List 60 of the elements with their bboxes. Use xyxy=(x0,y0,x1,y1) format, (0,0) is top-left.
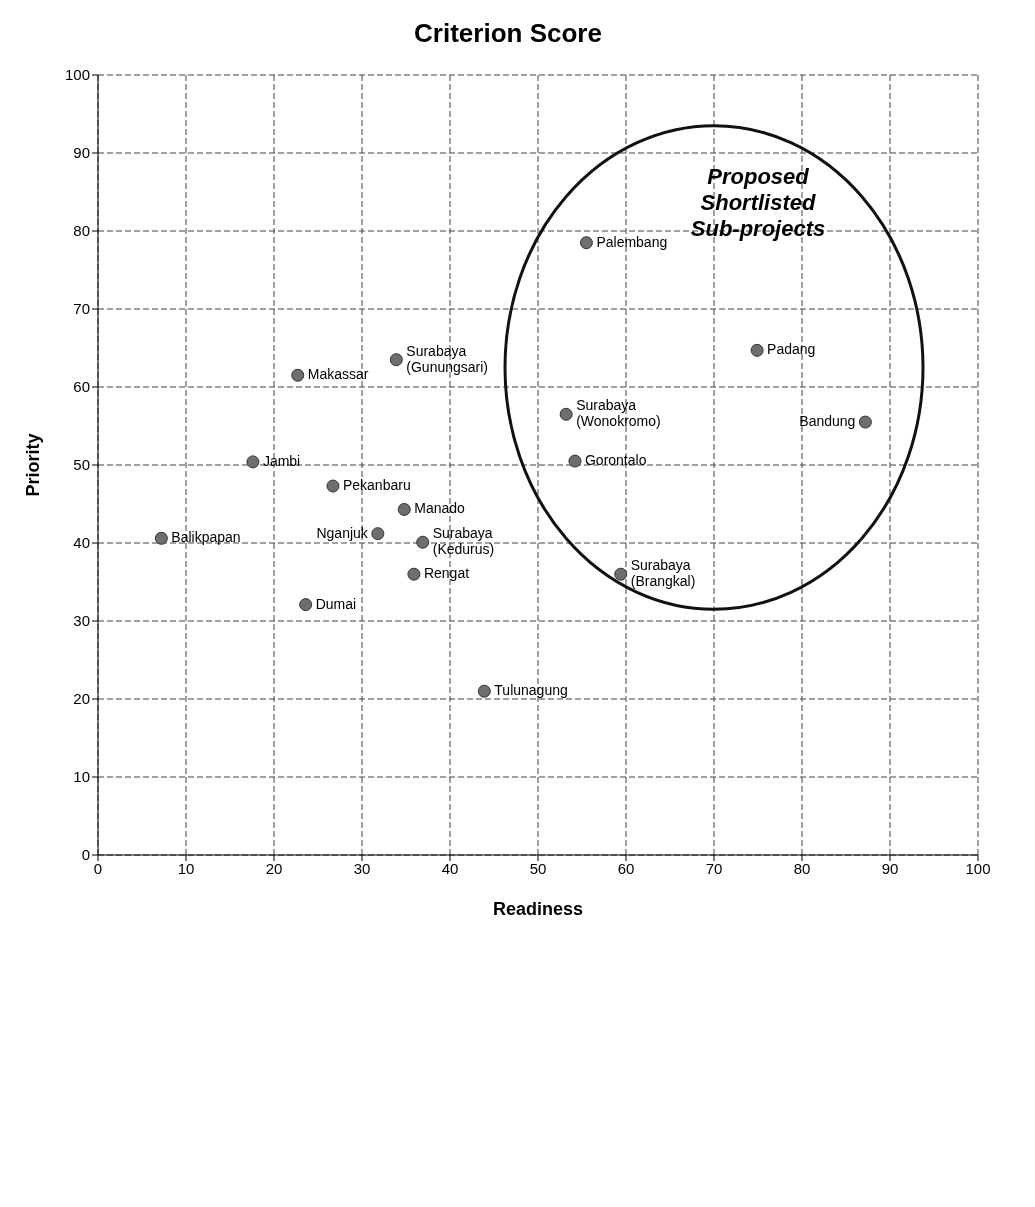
x-tick-label: 70 xyxy=(705,859,723,877)
x-tick-label: 100 xyxy=(965,859,991,877)
x-tick-label: 50 xyxy=(529,859,547,877)
point xyxy=(291,368,305,382)
point xyxy=(371,527,385,541)
point xyxy=(858,415,872,429)
x-tick-label: 90 xyxy=(881,859,899,877)
y-tick-label: 40 xyxy=(73,534,90,552)
x-tick-label: 80 xyxy=(793,859,811,877)
x-tick-label: 60 xyxy=(617,859,635,877)
y-tick-label: 50 xyxy=(73,456,90,474)
y-tick-label: 10 xyxy=(73,768,90,786)
x-tick-label: 40 xyxy=(441,859,459,877)
point xyxy=(416,535,430,549)
point xyxy=(397,502,411,516)
annotation: Surabaya (Brangkal) xyxy=(630,557,696,590)
point xyxy=(326,479,340,493)
annotation: Jambi xyxy=(262,452,301,469)
annotation: Palembang xyxy=(596,233,668,250)
x-tick-label: 0 xyxy=(93,859,103,877)
x-tick-label: 10 xyxy=(177,859,195,877)
y-tick-label: 100 xyxy=(64,66,90,84)
annotation: Surabaya (Gunungsari) xyxy=(406,342,489,375)
annotation: Surabaya (Wonokromo) xyxy=(576,397,661,430)
annotation: Gorontalo xyxy=(584,452,647,469)
annotation: Makassar xyxy=(307,366,369,383)
annotation: Manado xyxy=(414,500,466,517)
point xyxy=(750,343,764,357)
annotation: Proposed Shortlisted Sub-projects xyxy=(690,164,826,242)
x-tick-label: 30 xyxy=(353,859,371,877)
annotation: Balikpapan xyxy=(171,529,241,546)
point xyxy=(299,598,313,612)
annotation: Bandung xyxy=(799,413,856,430)
annotation: Nganjuk xyxy=(316,524,369,541)
y-tick-label: 0 xyxy=(81,846,90,864)
annotation: Tulunagung xyxy=(494,682,568,699)
annotation: Surabaya (Kedurus) xyxy=(432,525,495,558)
y-tick-label: 80 xyxy=(73,222,90,240)
annotation: Padang xyxy=(767,341,816,358)
point xyxy=(568,454,582,468)
point xyxy=(614,567,628,581)
y-tick-label: 30 xyxy=(73,612,90,630)
x-axis-title: Readiness xyxy=(492,899,584,919)
point xyxy=(407,567,421,581)
y-tick-label: 90 xyxy=(73,144,90,162)
point xyxy=(154,531,168,545)
annotation: Rengat xyxy=(423,565,470,582)
y-tick-label: 60 xyxy=(73,378,90,396)
annotation: Pekanbaru xyxy=(342,477,411,494)
point xyxy=(559,407,573,421)
point xyxy=(477,684,491,698)
y-axis-title: Priority xyxy=(23,433,44,497)
y-tick-label: 20 xyxy=(73,690,90,708)
point xyxy=(246,455,260,469)
chart-title: Criterion Score xyxy=(413,17,603,50)
x-tick-label: 20 xyxy=(265,859,283,877)
point xyxy=(579,236,593,250)
y-tick-label: 70 xyxy=(73,300,90,318)
point xyxy=(389,353,403,367)
annotation: Dumai xyxy=(315,595,357,612)
